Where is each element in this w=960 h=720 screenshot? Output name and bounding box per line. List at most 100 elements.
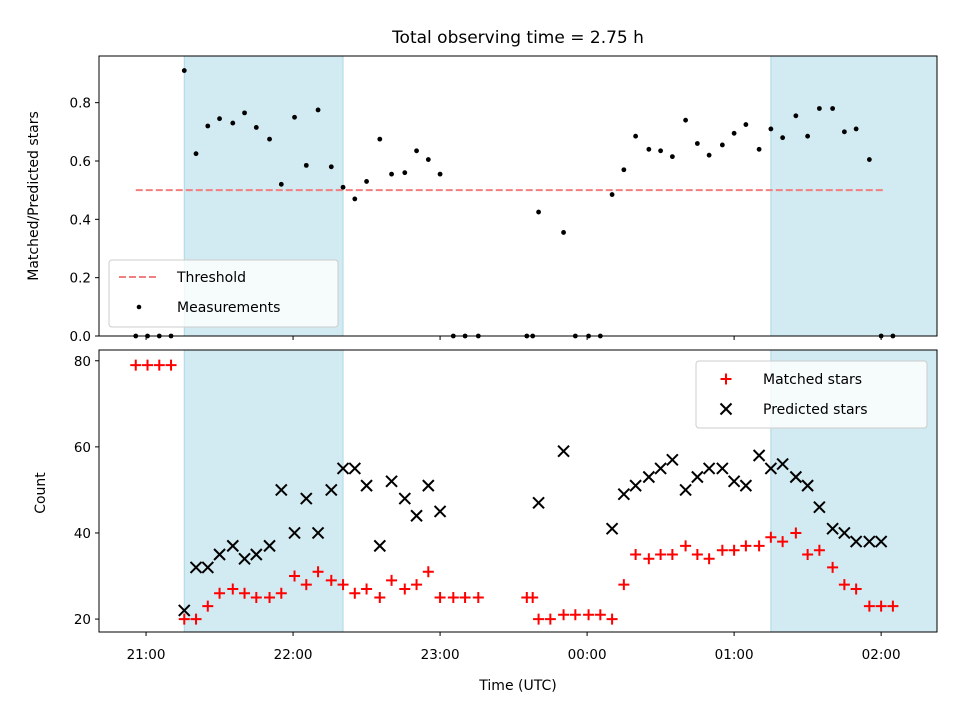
measurement-point [389,171,394,177]
bottom-legend-box [695,360,928,429]
bottom-x-tick-label: 02:00 [862,647,901,663]
matched-star-point [655,549,667,561]
matched-star-point [227,583,239,595]
measurement-point [315,107,321,113]
measurement-point [340,184,346,190]
measurement-point [328,164,334,170]
measurement-point [756,146,762,152]
matched-star-point [190,613,202,625]
bottom-x-ticks: 21:00 22:00 23:00 00:00 01:00 02:00 [127,632,901,663]
measurement-point [230,120,236,126]
top-legend-box [108,259,339,328]
measurement-point [437,171,443,177]
matched-star-point [239,587,251,599]
matched-star-point [459,592,471,604]
predicted-star-point [838,526,851,540]
bottom-x-tick-label: 22:00 [274,647,313,663]
predicted-star-point [679,483,692,497]
predicted-star-point [557,444,570,458]
top-y-tick-label: 0.6 [70,154,91,170]
matched-star-point [411,579,423,591]
predicted-star-point [739,479,753,492]
measurement-point [217,116,222,122]
matched-star-point [716,544,728,556]
matched-star-point [325,574,337,586]
predicted-star-point [348,462,362,475]
measurement-point [658,148,664,154]
matched-star-point [863,600,875,612]
figure-title: Total observing time = 2.75 h [391,28,644,48]
measurement-point [683,117,688,123]
matched-star-point [753,540,765,552]
matched-star-point [361,583,373,595]
top-plot-frame [98,55,938,337]
predicted-star-point [849,535,863,548]
predicted-star-point [360,479,373,492]
predicted-star-point [654,462,667,475]
top-shaded-region [770,55,938,337]
bottom-xlabel: Time (UTC) [478,678,556,694]
predicted-star-point [716,462,729,475]
measurement-point [425,157,431,162]
bottom-ylabel: Count [33,472,49,514]
bottom-y-tick-label: 40 [74,526,91,542]
predicted-star-point [605,522,619,535]
legend-predicted-label: Predicted stars [763,402,868,418]
matched-star-point [142,359,154,371]
bottom-y-tick-label: 20 [74,612,91,628]
matched-star-point [386,574,398,586]
matched-star-point [533,613,545,625]
predicted-star-point [752,449,766,462]
predicted-star-point [373,539,387,553]
bottom-y-tick-label: 60 [74,440,91,456]
top-ylabel: Matched/Predicted stars [26,111,42,281]
matched-star-point [250,592,262,604]
bottom-x-tick-label: 01:00 [715,647,754,663]
predicted-star-point [300,492,313,505]
matched-star-point [264,592,276,604]
matched-star-point [214,587,226,599]
predicted-star-point [629,479,642,492]
predicted-star-point [311,526,325,540]
matched-star-point [544,613,556,625]
matched-star-point [422,566,434,578]
measurement-point [646,146,652,152]
predicted-star-point [238,552,251,566]
matched-star-point [643,553,655,565]
matched-star-point [875,600,887,612]
predicted-star-point [226,539,239,553]
matched-star-point [300,579,312,591]
measurement-point [377,136,383,142]
measurement-point [694,141,700,146]
matched-star-point [558,609,570,621]
bottom-plot-frame [98,349,938,633]
predicted-star-point [727,475,741,488]
measurement-point [536,209,541,215]
predicted-star-point [666,453,679,466]
bottom-x-tick-label: 00:00 [568,647,607,663]
matched-star-point [630,549,642,561]
predicted-star-point [813,500,826,514]
predicted-star-point [263,539,276,553]
measurement-point [719,142,725,148]
predicted-star-point [532,496,545,510]
matched-star-point [790,527,802,539]
matched-star-point [447,592,459,604]
measurement-point [303,162,309,168]
matched-star-point [349,587,361,599]
top-x-ticks [145,336,882,340]
matched-star-point [275,587,287,599]
measurement-point [816,106,822,111]
matched-star-point [594,609,606,621]
predicted-star-point [863,535,876,548]
measurement-point [633,133,639,139]
measurement-point [267,136,272,142]
matched-star-point [472,592,484,604]
legend-matched-swatch [720,373,732,385]
predicted-star-point [702,462,716,475]
matched-star-point [399,583,411,595]
predicted-star-point [410,509,423,522]
predicted-star-point [422,479,435,492]
matched-star-point [569,609,581,621]
